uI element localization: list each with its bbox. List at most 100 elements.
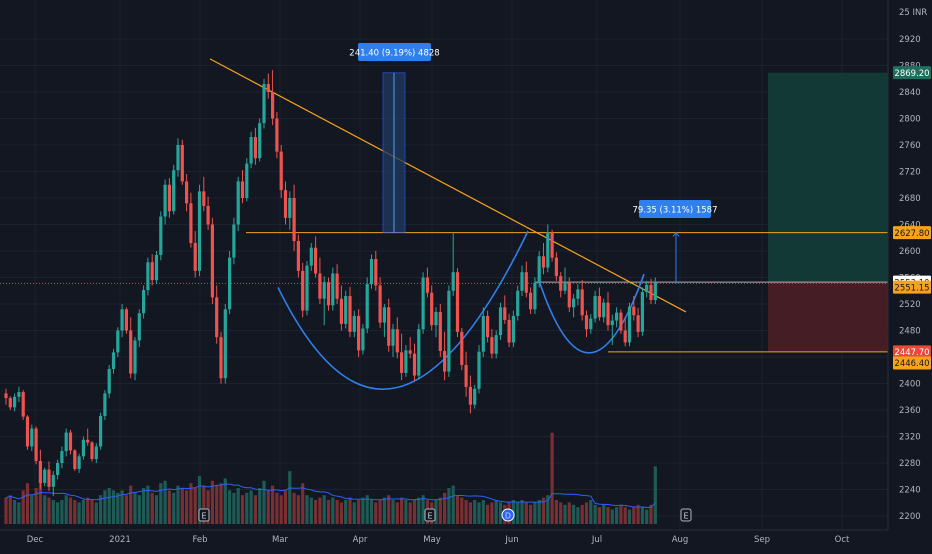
volume-bar: [8, 495, 12, 524]
volume-bar: [580, 504, 584, 524]
candle-body: [309, 247, 313, 266]
price-tick-label: 2640: [899, 221, 921, 231]
profit-zone: [768, 72, 888, 283]
volume-bar: [228, 490, 232, 524]
volume-bar: [249, 490, 253, 524]
candle-body: [589, 318, 593, 330]
measure-label-bg: [358, 43, 431, 61]
volume-bar: [223, 478, 227, 524]
volume-bar: [137, 495, 141, 524]
volume-bar: [17, 502, 21, 524]
volume-bar: [627, 509, 632, 524]
volume-bars: [4, 432, 657, 524]
candle-body: [468, 386, 472, 405]
candle-body: [455, 272, 460, 332]
candle-body: [572, 298, 576, 308]
volume-bar: [172, 492, 176, 524]
candle-body: [275, 118, 279, 152]
price-badge-label: 2551.15: [894, 283, 929, 293]
candle-body: [443, 351, 447, 372]
position-zones: [768, 72, 888, 352]
candle-body: [81, 439, 85, 457]
volume-bar: [275, 492, 279, 524]
volume-bar: [56, 502, 60, 524]
candle-body: [610, 320, 614, 326]
candle-body: [111, 352, 116, 369]
candle-body: [546, 232, 550, 268]
candle-body: [68, 432, 73, 451]
candle-body: [193, 243, 197, 271]
volume-bar: [443, 492, 447, 524]
volume-bar: [154, 495, 159, 524]
candle-body: [412, 353, 417, 376]
volume-bar: [541, 497, 546, 524]
candle-body: [473, 388, 477, 405]
event-marker-label: E: [201, 512, 206, 521]
volume-bar: [94, 502, 98, 524]
price-badge-label: 2447.70: [894, 348, 929, 358]
measure-arrowhead-2: [672, 231, 680, 237]
volume-bar: [567, 502, 571, 524]
volume-bar: [197, 476, 202, 524]
price-tick-label: 2240: [899, 486, 921, 496]
candle-body: [133, 340, 137, 374]
volume-bar: [258, 488, 262, 524]
volume-bar: [129, 485, 133, 524]
candle-body: [357, 315, 361, 351]
candle-body: [283, 190, 288, 218]
candle-body: [172, 170, 176, 212]
candle-body: [154, 254, 159, 281]
candle-body: [636, 315, 640, 332]
candle-body: [77, 456, 81, 469]
volume-bar: [395, 502, 399, 524]
volume-bar: [378, 500, 382, 524]
candle-body: [305, 265, 309, 311]
volume-bar: [623, 507, 627, 524]
volume-bar: [619, 504, 623, 524]
price-tick-label: 2760: [899, 141, 921, 151]
price-badge: [893, 280, 931, 294]
candle-body: [559, 276, 563, 291]
candle-body: [314, 247, 318, 274]
volume-bar: [361, 497, 365, 524]
candle-body: [649, 284, 653, 301]
volume-bar: [451, 485, 455, 524]
candle-body: [615, 312, 619, 321]
volume-bar: [322, 495, 326, 524]
volume-bar: [90, 500, 94, 524]
candle-body: [481, 315, 485, 352]
volume-bar: [176, 485, 180, 524]
volume-bar: [13, 500, 17, 524]
volume-bar: [494, 500, 498, 524]
candle-body: [30, 428, 34, 447]
volume-bar: [124, 495, 128, 524]
candle-body: [645, 284, 649, 293]
volume-bar: [283, 490, 288, 524]
volume-bar: [533, 502, 537, 524]
candle-body: [425, 277, 429, 293]
price-badge-label: 2627.80: [894, 229, 929, 239]
volume-bar: [417, 497, 421, 524]
volume-bar: [352, 502, 356, 524]
volume-bar: [576, 507, 580, 524]
candle-body: [232, 224, 236, 258]
volume-bar: [253, 495, 257, 524]
volume-bar: [563, 504, 567, 524]
time-tick-label: Mar: [272, 535, 289, 545]
candle-body: [223, 309, 227, 379]
candle-body: [296, 241, 300, 271]
volume-bar: [318, 497, 322, 524]
price-tick-label: 2840: [899, 88, 921, 98]
candle-body: [318, 273, 322, 299]
candle-body: [271, 92, 275, 119]
volume-bar: [477, 502, 481, 524]
candle-body: [554, 257, 558, 277]
volume-bar: [516, 502, 520, 524]
candle-body: [64, 432, 68, 452]
candle-body: [279, 151, 283, 191]
time-tick-label: Jun: [504, 535, 518, 545]
candle-body: [653, 282, 657, 301]
candle-body: [219, 337, 223, 379]
volume-bar: [68, 497, 73, 524]
